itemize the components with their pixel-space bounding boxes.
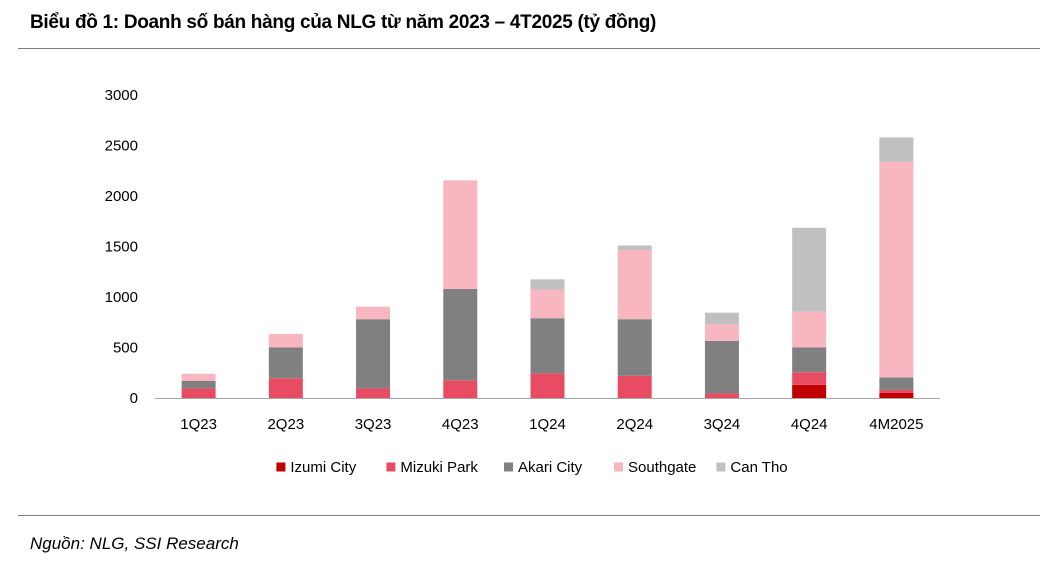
x-tick-label: 3Q23 — [355, 416, 392, 433]
bar-segment — [443, 288, 478, 381]
bar-segment — [704, 312, 739, 325]
legend-swatch — [386, 462, 396, 472]
y-tick-label: 0 — [130, 390, 138, 407]
bar-segment — [443, 180, 478, 289]
bar-segment — [356, 388, 391, 398]
bar-segment — [356, 319, 391, 389]
bar-segment — [443, 380, 478, 398]
bar-segment — [356, 306, 391, 320]
x-tick-label: 2Q23 — [267, 416, 304, 433]
x-tick-label: 4Q24 — [791, 416, 828, 433]
bar-segment — [617, 245, 652, 251]
x-tick-label: 1Q23 — [180, 416, 217, 433]
bar-segment — [530, 289, 565, 319]
bar-segment — [530, 318, 565, 374]
chart-title: Biểu đồ 1: Doanh số bán hàng của NLG từ … — [30, 12, 657, 33]
legend-swatch — [614, 462, 623, 472]
y-tick-label: 1500 — [105, 239, 138, 256]
x-tick-label: 4Q23 — [442, 416, 479, 433]
bar-segment — [181, 373, 216, 381]
bar-segment — [879, 389, 914, 393]
x-tick-label: 4M2025 — [869, 416, 923, 433]
bar-segment — [792, 372, 827, 385]
bars-layer — [181, 137, 914, 398]
bar-segment — [617, 319, 652, 376]
bar-segment — [268, 378, 303, 398]
legend-label: Can Tho — [730, 459, 787, 476]
bar-segment — [268, 333, 303, 348]
legend-swatch — [504, 462, 513, 472]
y-tick-label: 500 — [113, 340, 138, 357]
axis-layer: 0 500 1000 1500 2000 2500 3000 1Q23 2Q23 3Q23 4Q23… — [105, 87, 940, 433]
bar-segment — [530, 373, 565, 398]
source-note: Nguồn: NLG, SSI Research — [30, 534, 239, 553]
x-tick-label: 3Q24 — [704, 416, 741, 433]
bar-segment — [792, 227, 827, 312]
bar-segment — [268, 347, 303, 379]
x-tick-label: 2Q24 — [616, 416, 653, 433]
bar-segment — [617, 375, 652, 398]
y-tick-label: 2500 — [105, 138, 138, 155]
legend-swatch — [276, 462, 286, 472]
legend-label: Southgate — [628, 459, 696, 476]
legend-label: Mizuki Park — [400, 459, 478, 476]
legend-swatch — [716, 462, 726, 472]
y-tick-label: 2000 — [105, 188, 138, 205]
legend-label: Akari City — [518, 459, 583, 476]
bar-segment — [530, 279, 565, 290]
bar-segment — [792, 384, 827, 398]
bar-segment — [181, 380, 216, 389]
bar-segment — [181, 388, 216, 398]
bar-segment — [879, 137, 914, 162]
x-tick-label: 1Q24 — [529, 416, 566, 433]
bar-segment — [704, 324, 739, 341]
bar-segment — [704, 393, 739, 398]
top-divider — [18, 48, 1040, 49]
bar-segment — [792, 347, 827, 373]
bar-segment — [617, 250, 652, 320]
bar-segment — [792, 311, 827, 348]
bottom-divider — [18, 515, 1040, 516]
bar-segment — [879, 392, 914, 398]
y-tick-label: 1000 — [105, 289, 138, 306]
bar-segment — [879, 377, 914, 390]
legend-label: Izumi City — [290, 459, 356, 476]
bar-segment — [879, 161, 914, 378]
bar-segment — [704, 340, 739, 394]
legend: Izumi City Mizuki Park Akari City Southgate… — [276, 459, 788, 476]
y-tick-label: 3000 — [105, 87, 138, 104]
